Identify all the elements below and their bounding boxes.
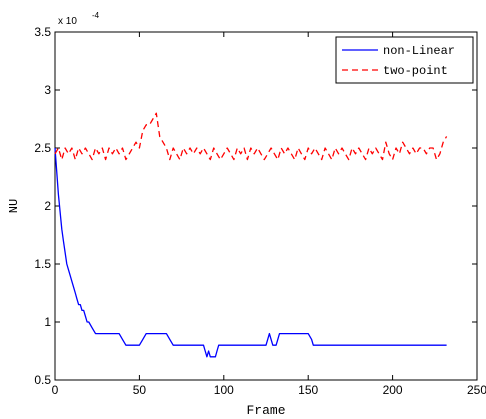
- x-tick-label: 150: [298, 383, 318, 397]
- y-tick-label: 0.5: [34, 373, 51, 387]
- y-exponent-text: -4: [92, 11, 100, 20]
- y-tick-label: 3: [44, 83, 51, 97]
- legend: non-Linear two-point: [335, 36, 474, 84]
- legend-label-two-point: two-point: [383, 64, 448, 78]
- series-line-non-linear: [54, 147, 447, 358]
- x-tick-label: 200: [383, 383, 403, 397]
- y-tick-label: 2: [44, 199, 51, 213]
- legend-label-non-linear: non-Linear: [383, 44, 455, 58]
- y-tick-label: 1.5: [34, 257, 51, 271]
- axis-ticks: [54, 31, 478, 381]
- y-multiplier-text: x 10: [58, 16, 77, 27]
- plot-area: [54, 31, 478, 381]
- x-axis-label: Frame: [246, 403, 285, 418]
- x-tick-label: 0: [52, 383, 59, 397]
- series-layer: [54, 112, 448, 358]
- y-tick-label: 1: [44, 315, 51, 329]
- x-tick-label: 100: [214, 383, 234, 397]
- legend-box: [335, 36, 474, 84]
- x-tick-label: 250: [467, 383, 486, 397]
- y-tick-label: 3.5: [34, 25, 51, 39]
- y-axis-label: NU: [7, 199, 21, 213]
- y-exponent-label: x 10 -4: [58, 11, 100, 27]
- x-tick-label: 50: [133, 383, 147, 397]
- tick-labels: 0 50 100 150 200 250 0.5 1 1.5 2 2.5 3 3.5: [34, 25, 486, 397]
- y-tick-label: 2.5: [34, 141, 51, 155]
- series-line-two-point: [54, 112, 448, 161]
